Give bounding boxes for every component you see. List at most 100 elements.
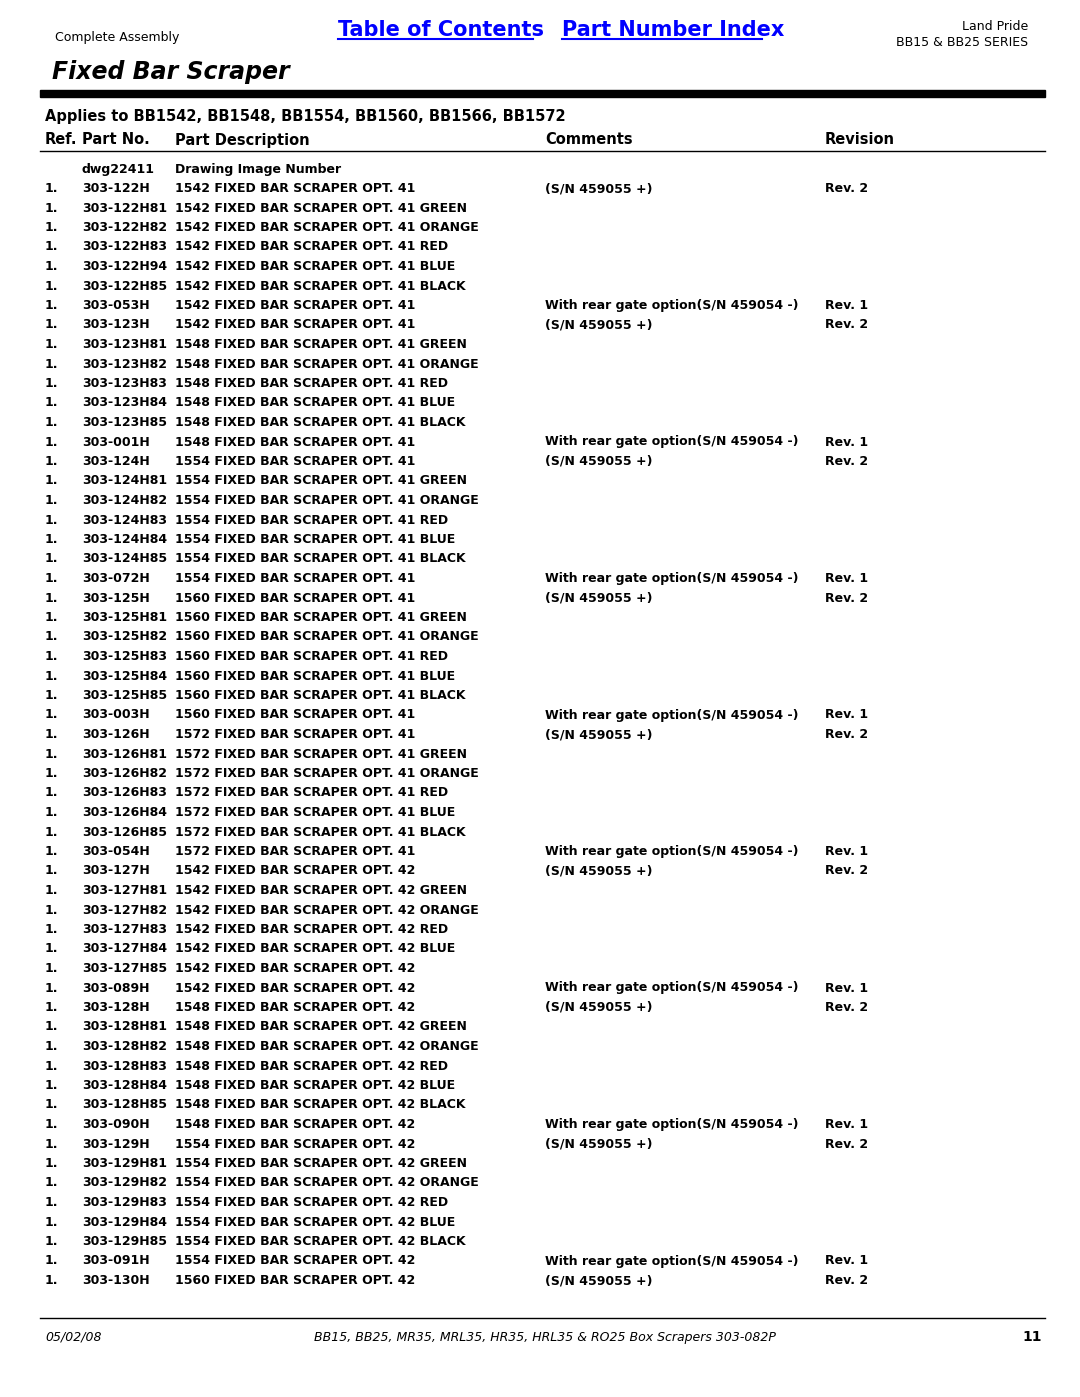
Text: 1.: 1.: [45, 708, 58, 721]
Text: 1.: 1.: [45, 982, 58, 995]
Text: Part Description: Part Description: [175, 133, 310, 148]
Text: Drawing Image Number: Drawing Image Number: [175, 162, 341, 176]
Text: 1.: 1.: [45, 904, 58, 916]
Text: 1560 FIXED BAR SCRAPER OPT. 41 ORANGE: 1560 FIXED BAR SCRAPER OPT. 41 ORANGE: [175, 630, 478, 644]
Text: 303-122H83: 303-122H83: [82, 240, 167, 253]
Text: 1.: 1.: [45, 1039, 58, 1053]
Text: dwg22411: dwg22411: [82, 162, 156, 176]
Text: 303-125H85: 303-125H85: [82, 689, 167, 703]
Text: BB15 & BB25 SERIES: BB15 & BB25 SERIES: [896, 35, 1028, 49]
Text: 1.: 1.: [45, 963, 58, 975]
Text: Table of Contents: Table of Contents: [338, 20, 544, 41]
Text: 303-124H85: 303-124H85: [82, 552, 167, 566]
Text: 303-089H: 303-089H: [82, 982, 149, 995]
Text: (S/N 459055 +): (S/N 459055 +): [545, 455, 652, 468]
Text: 1542 FIXED BAR SCRAPER OPT. 41: 1542 FIXED BAR SCRAPER OPT. 41: [175, 319, 416, 331]
Text: (S/N 459055 +): (S/N 459055 +): [545, 182, 652, 196]
Text: 1.: 1.: [45, 240, 58, 253]
Text: 1.: 1.: [45, 865, 58, 877]
Text: 1554 FIXED BAR SCRAPER OPT. 41: 1554 FIXED BAR SCRAPER OPT. 41: [175, 455, 416, 468]
Text: Rev. 1: Rev. 1: [825, 708, 868, 721]
Text: 1542 FIXED BAR SCRAPER OPT. 41 BLUE: 1542 FIXED BAR SCRAPER OPT. 41 BLUE: [175, 260, 456, 272]
Bar: [40, 89, 1045, 96]
Text: 1.: 1.: [45, 1118, 58, 1132]
Text: 1548 FIXED BAR SCRAPER OPT. 41 BLACK: 1548 FIXED BAR SCRAPER OPT. 41 BLACK: [175, 416, 465, 429]
Text: 303-125H84: 303-125H84: [82, 669, 167, 683]
Text: 1.: 1.: [45, 1196, 58, 1208]
Text: Rev. 2: Rev. 2: [825, 1002, 868, 1014]
Text: 1.: 1.: [45, 299, 58, 312]
Text: 1542 FIXED BAR SCRAPER OPT. 41 ORANGE: 1542 FIXED BAR SCRAPER OPT. 41 ORANGE: [175, 221, 478, 235]
Text: 303-129H84: 303-129H84: [82, 1215, 167, 1228]
Text: 1542 FIXED BAR SCRAPER OPT. 42 GREEN: 1542 FIXED BAR SCRAPER OPT. 42 GREEN: [175, 884, 467, 897]
Text: 1.: 1.: [45, 689, 58, 703]
Text: 303-127H85: 303-127H85: [82, 963, 167, 975]
Text: 1560 FIXED BAR SCRAPER OPT. 42: 1560 FIXED BAR SCRAPER OPT. 42: [175, 1274, 415, 1287]
Text: 303-128H: 303-128H: [82, 1002, 150, 1014]
Text: 303-126H: 303-126H: [82, 728, 150, 740]
Text: 303-053H: 303-053H: [82, 299, 150, 312]
Text: With rear gate option(S/N 459054 -): With rear gate option(S/N 459054 -): [545, 299, 798, 312]
Text: 1542 FIXED BAR SCRAPER OPT. 41 GREEN: 1542 FIXED BAR SCRAPER OPT. 41 GREEN: [175, 201, 467, 215]
Text: 1542 FIXED BAR SCRAPER OPT. 41: 1542 FIXED BAR SCRAPER OPT. 41: [175, 182, 416, 196]
Text: (S/N 459055 +): (S/N 459055 +): [545, 1274, 652, 1287]
Text: 1572 FIXED BAR SCRAPER OPT. 41: 1572 FIXED BAR SCRAPER OPT. 41: [175, 728, 416, 740]
Text: 1560 FIXED BAR SCRAPER OPT. 41 BLACK: 1560 FIXED BAR SCRAPER OPT. 41 BLACK: [175, 689, 465, 703]
Text: 303-125H82: 303-125H82: [82, 630, 167, 644]
Text: Rev. 2: Rev. 2: [825, 455, 868, 468]
Text: 303-128H85: 303-128H85: [82, 1098, 167, 1112]
Text: 1548 FIXED BAR SCRAPER OPT. 42 BLUE: 1548 FIXED BAR SCRAPER OPT. 42 BLUE: [175, 1078, 455, 1092]
Text: With rear gate option(S/N 459054 -): With rear gate option(S/N 459054 -): [545, 708, 798, 721]
Text: 303-123H83: 303-123H83: [82, 377, 167, 390]
Text: 1554 FIXED BAR SCRAPER OPT. 42: 1554 FIXED BAR SCRAPER OPT. 42: [175, 1137, 416, 1151]
Text: 1.: 1.: [45, 221, 58, 235]
Text: 1554 FIXED BAR SCRAPER OPT. 42 RED: 1554 FIXED BAR SCRAPER OPT. 42 RED: [175, 1196, 448, 1208]
Text: 1.: 1.: [45, 358, 58, 370]
Text: 1.: 1.: [45, 1059, 58, 1073]
Text: 1.: 1.: [45, 319, 58, 331]
Text: 1.: 1.: [45, 747, 58, 760]
Text: 1554 FIXED BAR SCRAPER OPT. 41 BLUE: 1554 FIXED BAR SCRAPER OPT. 41 BLUE: [175, 534, 456, 546]
Text: 303-129H85: 303-129H85: [82, 1235, 167, 1248]
Text: With rear gate option(S/N 459054 -): With rear gate option(S/N 459054 -): [545, 571, 798, 585]
Text: 303-126H83: 303-126H83: [82, 787, 167, 799]
Text: With rear gate option(S/N 459054 -): With rear gate option(S/N 459054 -): [545, 1255, 798, 1267]
Text: Applies to BB1542, BB1548, BB1554, BB1560, BB1566, BB1572: Applies to BB1542, BB1548, BB1554, BB156…: [45, 109, 566, 123]
Text: 1542 FIXED BAR SCRAPER OPT. 42: 1542 FIXED BAR SCRAPER OPT. 42: [175, 963, 416, 975]
Text: 303-128H82: 303-128H82: [82, 1039, 167, 1053]
Text: 1554 FIXED BAR SCRAPER OPT. 41 BLACK: 1554 FIXED BAR SCRAPER OPT. 41 BLACK: [175, 552, 465, 566]
Text: 1.: 1.: [45, 1137, 58, 1151]
Text: 1572 FIXED BAR SCRAPER OPT. 41 BLUE: 1572 FIXED BAR SCRAPER OPT. 41 BLUE: [175, 806, 456, 819]
Text: 1548 FIXED BAR SCRAPER OPT. 41: 1548 FIXED BAR SCRAPER OPT. 41: [175, 436, 415, 448]
Text: 1.: 1.: [45, 943, 58, 956]
Text: 303-127H: 303-127H: [82, 865, 150, 877]
Text: 05/02/08: 05/02/08: [45, 1330, 102, 1344]
Text: 1554 FIXED BAR SCRAPER OPT. 42 ORANGE: 1554 FIXED BAR SCRAPER OPT. 42 ORANGE: [175, 1176, 478, 1189]
Text: 1554 FIXED BAR SCRAPER OPT. 41 ORANGE: 1554 FIXED BAR SCRAPER OPT. 41 ORANGE: [175, 495, 478, 507]
Text: 1.: 1.: [45, 1002, 58, 1014]
Text: Rev. 1: Rev. 1: [825, 436, 868, 448]
Text: 303-127H84: 303-127H84: [82, 943, 167, 956]
Text: 1.: 1.: [45, 728, 58, 740]
Text: Rev. 2: Rev. 2: [825, 728, 868, 740]
Text: (S/N 459055 +): (S/N 459055 +): [545, 1137, 652, 1151]
Text: 1.: 1.: [45, 338, 58, 351]
Text: 303-129H81: 303-129H81: [82, 1157, 167, 1171]
Text: 1560 FIXED BAR SCRAPER OPT. 41 RED: 1560 FIXED BAR SCRAPER OPT. 41 RED: [175, 650, 448, 664]
Text: 1.: 1.: [45, 279, 58, 292]
Text: 303-122H82: 303-122H82: [82, 221, 167, 235]
Text: 303-072H: 303-072H: [82, 571, 150, 585]
Text: 303-122H81: 303-122H81: [82, 201, 167, 215]
Text: 1554 FIXED BAR SCRAPER OPT. 42 GREEN: 1554 FIXED BAR SCRAPER OPT. 42 GREEN: [175, 1157, 467, 1171]
Text: 303-129H: 303-129H: [82, 1137, 150, 1151]
Text: Complete Assembly: Complete Assembly: [55, 32, 179, 45]
Text: 303-123H85: 303-123H85: [82, 416, 167, 429]
Text: 303-054H: 303-054H: [82, 845, 150, 858]
Text: 303-123H82: 303-123H82: [82, 358, 167, 370]
Text: 1.: 1.: [45, 514, 58, 527]
Text: (S/N 459055 +): (S/N 459055 +): [545, 591, 652, 605]
Text: 303-127H82: 303-127H82: [82, 904, 167, 916]
Text: 1554 FIXED BAR SCRAPER OPT. 42 BLACK: 1554 FIXED BAR SCRAPER OPT. 42 BLACK: [175, 1235, 465, 1248]
Text: 303-129H83: 303-129H83: [82, 1196, 167, 1208]
Text: Revision: Revision: [825, 133, 895, 148]
